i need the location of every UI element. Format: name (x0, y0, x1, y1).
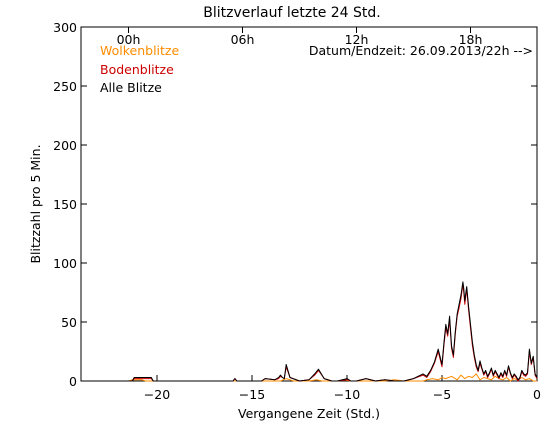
x-tick-label: −20 (144, 387, 170, 402)
top-tick-label: 06h (231, 32, 255, 47)
top-tick-label: 12h (345, 32, 369, 47)
datetime-annotation: Datum/Endzeit: 26.09.2013/22h --> (309, 43, 533, 58)
legend-entry-bodenblitze: Bodenblitze (100, 62, 174, 77)
x-axis: −20 −15 −10 −5 0 (144, 375, 541, 402)
series-line-wolkenblitze (81, 373, 537, 382)
legend-entry-alle-blitze: Alle Blitze (100, 80, 162, 95)
top-tick-label: 00h (117, 32, 141, 47)
y-axis-label: Blitzzahl pro 5 Min. (28, 144, 43, 263)
y-tick-label: 250 (53, 79, 77, 94)
x-tick-label: −15 (239, 387, 265, 402)
x-axis-label: Vergangene Zeit (Std.) (238, 406, 380, 421)
y-axis: 0 50 100 150 200 250 300 (53, 20, 537, 389)
legend-entry-wolkenblitze: Wolkenblitze (100, 43, 179, 58)
top-tick-label: 18h (459, 32, 483, 47)
x-tick-label: 0 (533, 387, 541, 402)
x-tick-label: −10 (334, 387, 360, 402)
y-tick-label: 150 (53, 197, 77, 212)
legend: Wolkenblitze Bodenblitze Alle Blitze (100, 43, 179, 95)
x-tick-label: −5 (433, 387, 451, 402)
series-line-bodenblitze (81, 283, 538, 382)
y-tick-label: 100 (53, 256, 77, 271)
chart-title: Blitzverlauf letzte 24 Std. (203, 5, 380, 21)
series-lines (81, 281, 538, 382)
y-tick-label: 50 (61, 315, 77, 330)
y-tick-label: 0 (69, 374, 77, 389)
series-line-alle-blitze (81, 281, 538, 382)
y-tick-label: 200 (53, 138, 77, 153)
y-tick-label: 300 (53, 20, 77, 35)
top-time-axis: 00h 06h 12h 18h (117, 27, 483, 47)
